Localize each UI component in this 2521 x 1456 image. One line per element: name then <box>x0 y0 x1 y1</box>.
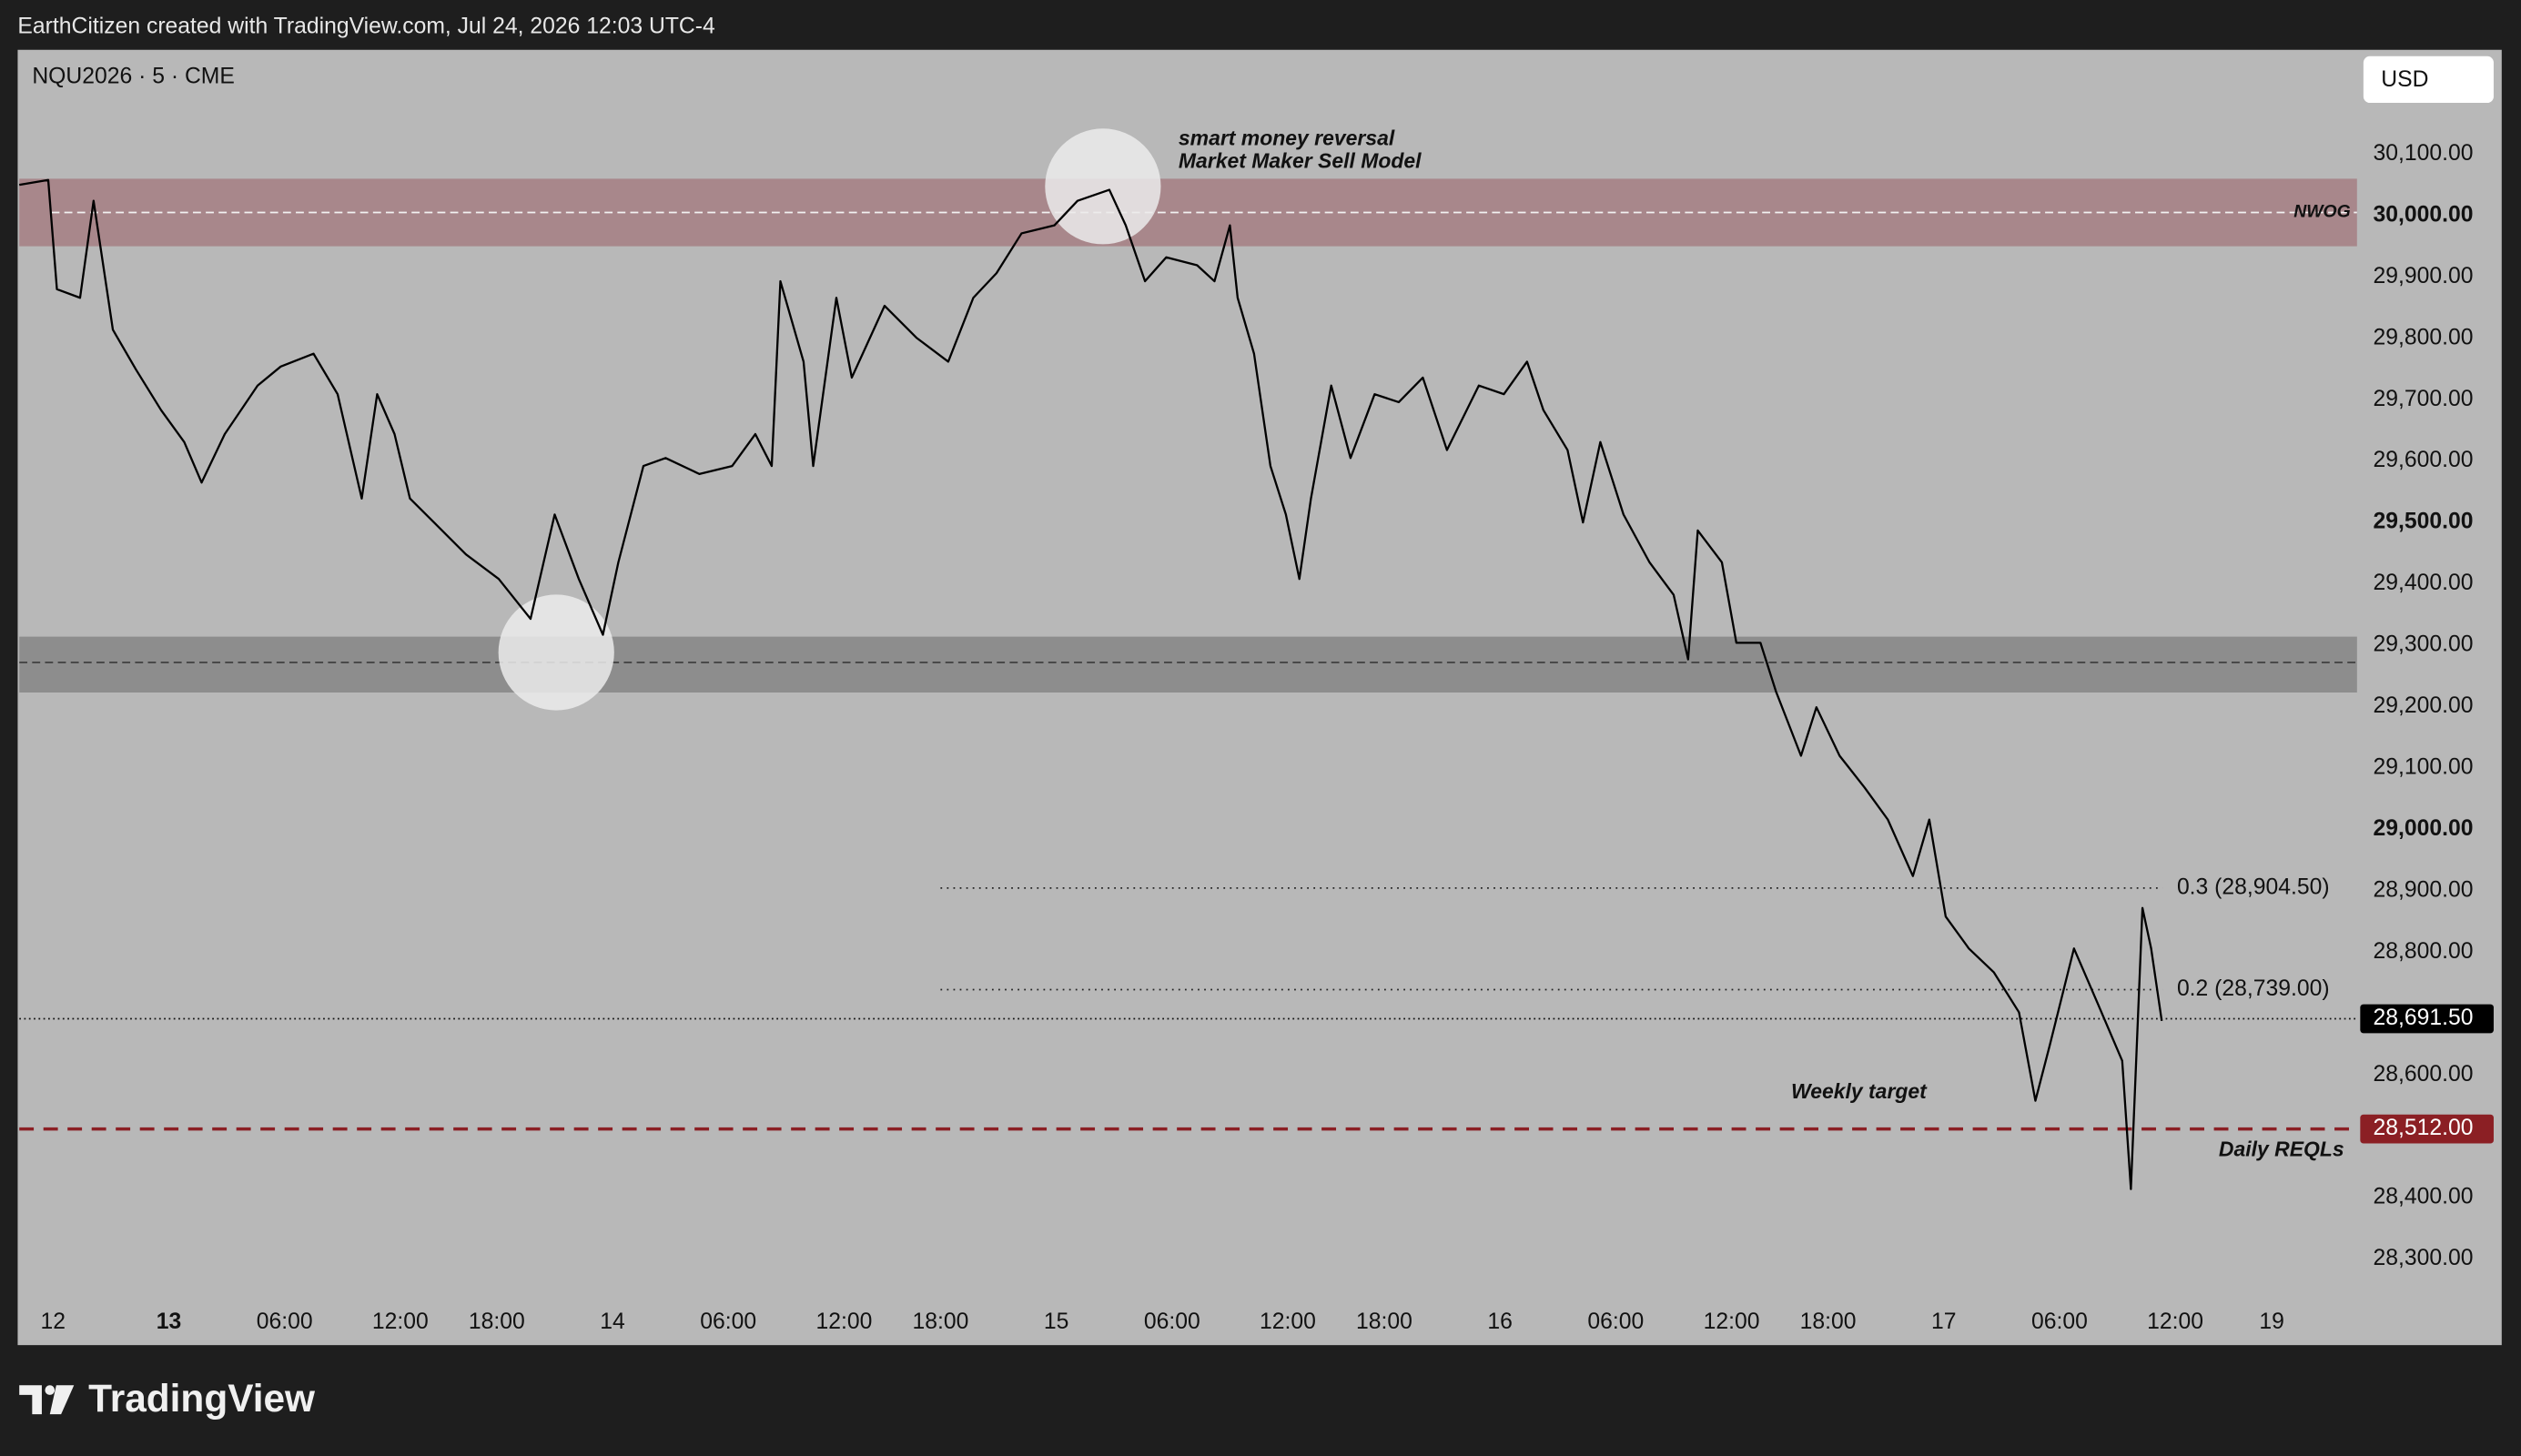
currency-button[interactable] <box>2363 56 2494 104</box>
price-line <box>19 178 2163 1190</box>
y-tick-label: 28,600.00 <box>2373 1062 2473 1087</box>
zone <box>19 636 2357 693</box>
x-tick-label: 13 <box>157 1309 182 1334</box>
x-tick-label: 12:00 <box>815 1309 872 1334</box>
x-tick-label: 14 <box>600 1309 625 1334</box>
y-tick-label: 30,100.00 <box>2373 141 2473 166</box>
x-tick-label: 12:00 <box>1704 1309 1760 1334</box>
fib-label: 0.3 (28,904.50) <box>2177 875 2330 899</box>
x-tick-label: 12 <box>41 1309 66 1334</box>
x-tick-label: 18:00 <box>1800 1309 1857 1334</box>
attribution: EarthCitizen created with TradingView.co… <box>17 15 715 39</box>
highlight-circle <box>1045 128 1161 245</box>
x-tick-label: 12:00 <box>1260 1309 1316 1334</box>
x-tick-label: 16 <box>1487 1309 1513 1334</box>
logo-mark <box>19 1385 42 1415</box>
x-tick-label: 06:00 <box>1144 1309 1200 1334</box>
y-tick-label: 29,200.00 <box>2373 693 2473 718</box>
annotation: smart money reversal <box>1179 126 1395 150</box>
y-tick-label: 28,400.00 <box>2373 1185 2473 1209</box>
brand: TradingView <box>88 1377 316 1420</box>
x-tick-label: 17 <box>1931 1309 1957 1334</box>
last-price-tag <box>2360 1004 2494 1034</box>
y-tick-label: 29,300.00 <box>2373 632 2473 657</box>
brand-logo <box>19 1385 75 1415</box>
y-tick-label: 28,900.00 <box>2373 877 2473 902</box>
x-tick-label: 18:00 <box>469 1309 525 1334</box>
y-tick-label: 29,100.00 <box>2373 754 2473 779</box>
plot-area: NWOG 0.3 (28,904.50) 0.2 (28,739.00) smart … <box>19 126 2494 1334</box>
x-tick-label: 06:00 <box>700 1309 756 1334</box>
y-tick-label: 29,000.00 <box>2373 816 2473 841</box>
y-tick-label: 29,400.00 <box>2373 571 2473 595</box>
zone-label: NWOG <box>2293 202 2351 222</box>
last-price-label: 28,691.50 <box>2373 1006 2473 1030</box>
logo-mark <box>49 1385 75 1415</box>
x-tick-label: 15 <box>1044 1309 1069 1334</box>
y-tick-label: 29,500.00 <box>2373 510 2473 534</box>
y-tick-label: 29,800.00 <box>2373 325 2473 349</box>
annotation: Daily REQLs <box>2219 1138 2344 1161</box>
x-tick-label: 06:00 <box>2031 1309 2088 1334</box>
annotation: Weekly target <box>1791 1079 1928 1103</box>
highlight-circle <box>498 594 614 711</box>
reql-tag <box>2360 1114 2494 1144</box>
x-tick-label: 12:00 <box>372 1309 429 1334</box>
x-tick-label: 18:00 <box>912 1309 968 1334</box>
y-tick-label: 28,300.00 <box>2373 1246 2473 1270</box>
x-tick-label: 06:00 <box>257 1309 313 1334</box>
x-tick-label: 12:00 <box>2147 1309 2203 1334</box>
fib-label: 0.2 (28,739.00) <box>2177 976 2330 1001</box>
currency[interactable]: USD <box>2381 67 2428 92</box>
annotation: Market Maker Sell Model <box>1179 148 1422 172</box>
y-tick-label: 30,000.00 <box>2373 202 2473 227</box>
y-tick-label: 29,600.00 <box>2373 448 2473 472</box>
symbol: NQU2026 · 5 · CME <box>32 64 235 88</box>
x-tick-label: 06:00 <box>1587 1309 1644 1334</box>
x-tick-label: 18:00 <box>1356 1309 1412 1334</box>
reql-label: 28,512.00 <box>2373 1116 2473 1140</box>
y-tick-label: 29,700.00 <box>2373 387 2473 411</box>
y-tick-label: 29,900.00 <box>2373 264 2473 288</box>
y-tick-label: 28,800.00 <box>2373 939 2473 964</box>
x-tick-label: 19 <box>2259 1309 2284 1334</box>
logo-mark <box>45 1385 56 1395</box>
